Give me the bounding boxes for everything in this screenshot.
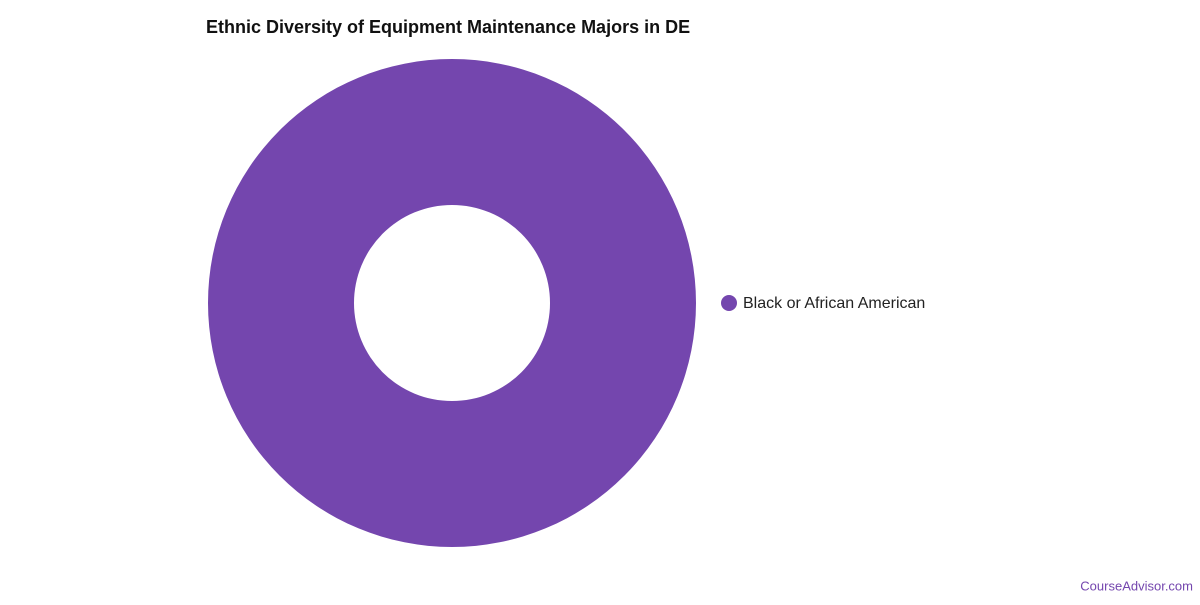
source-credit: CourseAdvisor.com — [1080, 578, 1193, 593]
legend-label: Black or African American — [743, 295, 925, 312]
legend-marker — [721, 295, 737, 311]
chart-title: Ethnic Diversity of Equipment Maintenanc… — [206, 17, 690, 37]
slice — [208, 59, 696, 547]
